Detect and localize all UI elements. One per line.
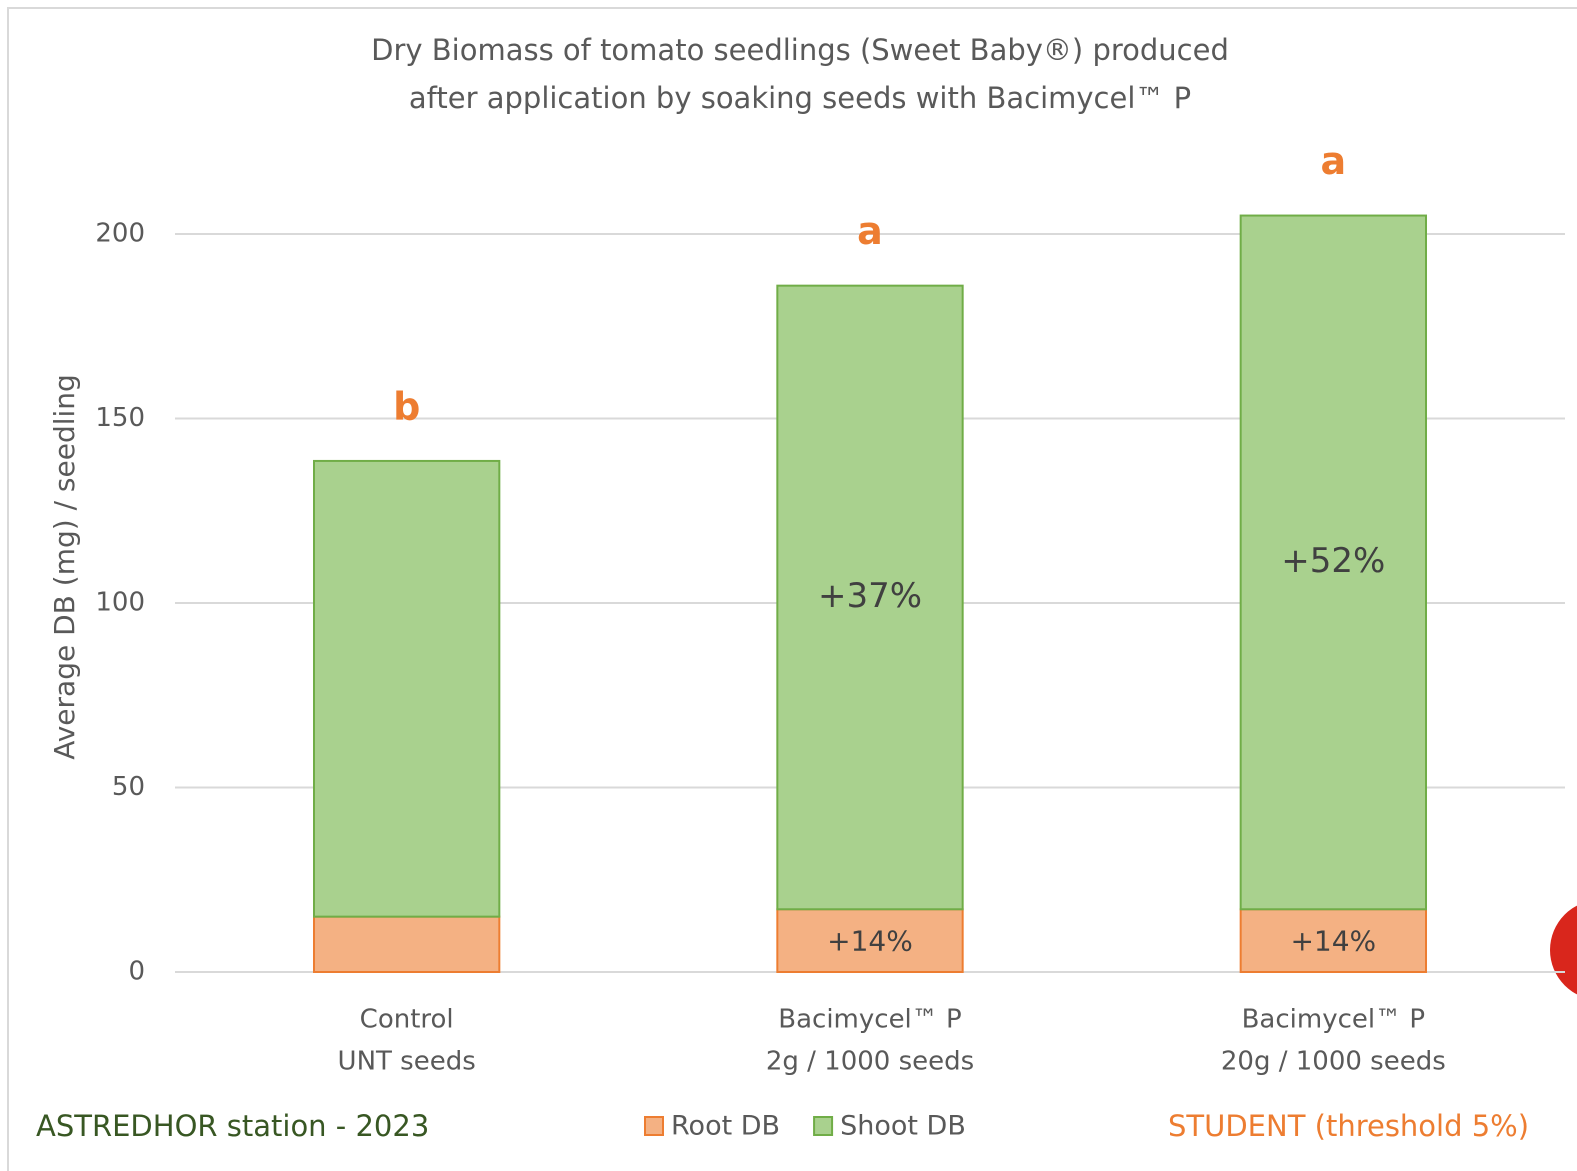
source-note: ASTREDHOR station - 2023	[36, 1109, 429, 1143]
legend-swatch	[644, 1116, 664, 1136]
change-label: +14%	[1290, 925, 1376, 958]
bar-segment	[1239, 214, 1427, 911]
chart-border	[7, 7, 1577, 1171]
legend-swatch	[813, 1116, 834, 1136]
x-tick-label: 20g / 1000 seeds	[1221, 1047, 1446, 1077]
x-tick-label: UNT seeds	[338, 1047, 476, 1077]
tomato-decoration	[1550, 905, 1577, 995]
legend-label: Root DB	[671, 1111, 780, 1142]
bar-segment	[776, 284, 964, 911]
x-tick-label: Control	[360, 1005, 454, 1035]
legend-label: Shoot DB	[840, 1111, 966, 1142]
significance-letter: a	[1321, 139, 1347, 183]
bar-segment	[776, 908, 964, 974]
y-axis-label: Average DB (mg) / seedling	[48, 374, 81, 760]
x-tick-label: Bacimycel™ P	[778, 1005, 961, 1035]
y-tick-label: 50	[112, 772, 145, 802]
change-label: +14%	[827, 925, 913, 958]
significance-letter: b	[393, 384, 420, 428]
change-label: +52%	[1281, 541, 1385, 581]
bar-segment	[313, 459, 501, 918]
bar-segment	[313, 915, 501, 974]
chart-title: Dry Biomass of tomato seedlings (Sweet B…	[371, 33, 1229, 67]
y-tick-label: 100	[95, 588, 145, 618]
y-tick-label: 0	[128, 957, 145, 987]
y-tick-label: 150	[95, 403, 145, 433]
x-tick-label: Bacimycel™ P	[1242, 1005, 1425, 1035]
bar-segment	[1239, 908, 1427, 974]
significance-letter: a	[857, 209, 883, 253]
x-tick-label: 2g / 1000 seeds	[766, 1047, 974, 1077]
test-note: STUDENT (threshold 5%)	[1168, 1109, 1529, 1143]
change-label: +37%	[818, 576, 922, 616]
y-tick-label: 200	[95, 219, 145, 249]
chart-title: after application by soaking seeds with …	[409, 81, 1191, 115]
